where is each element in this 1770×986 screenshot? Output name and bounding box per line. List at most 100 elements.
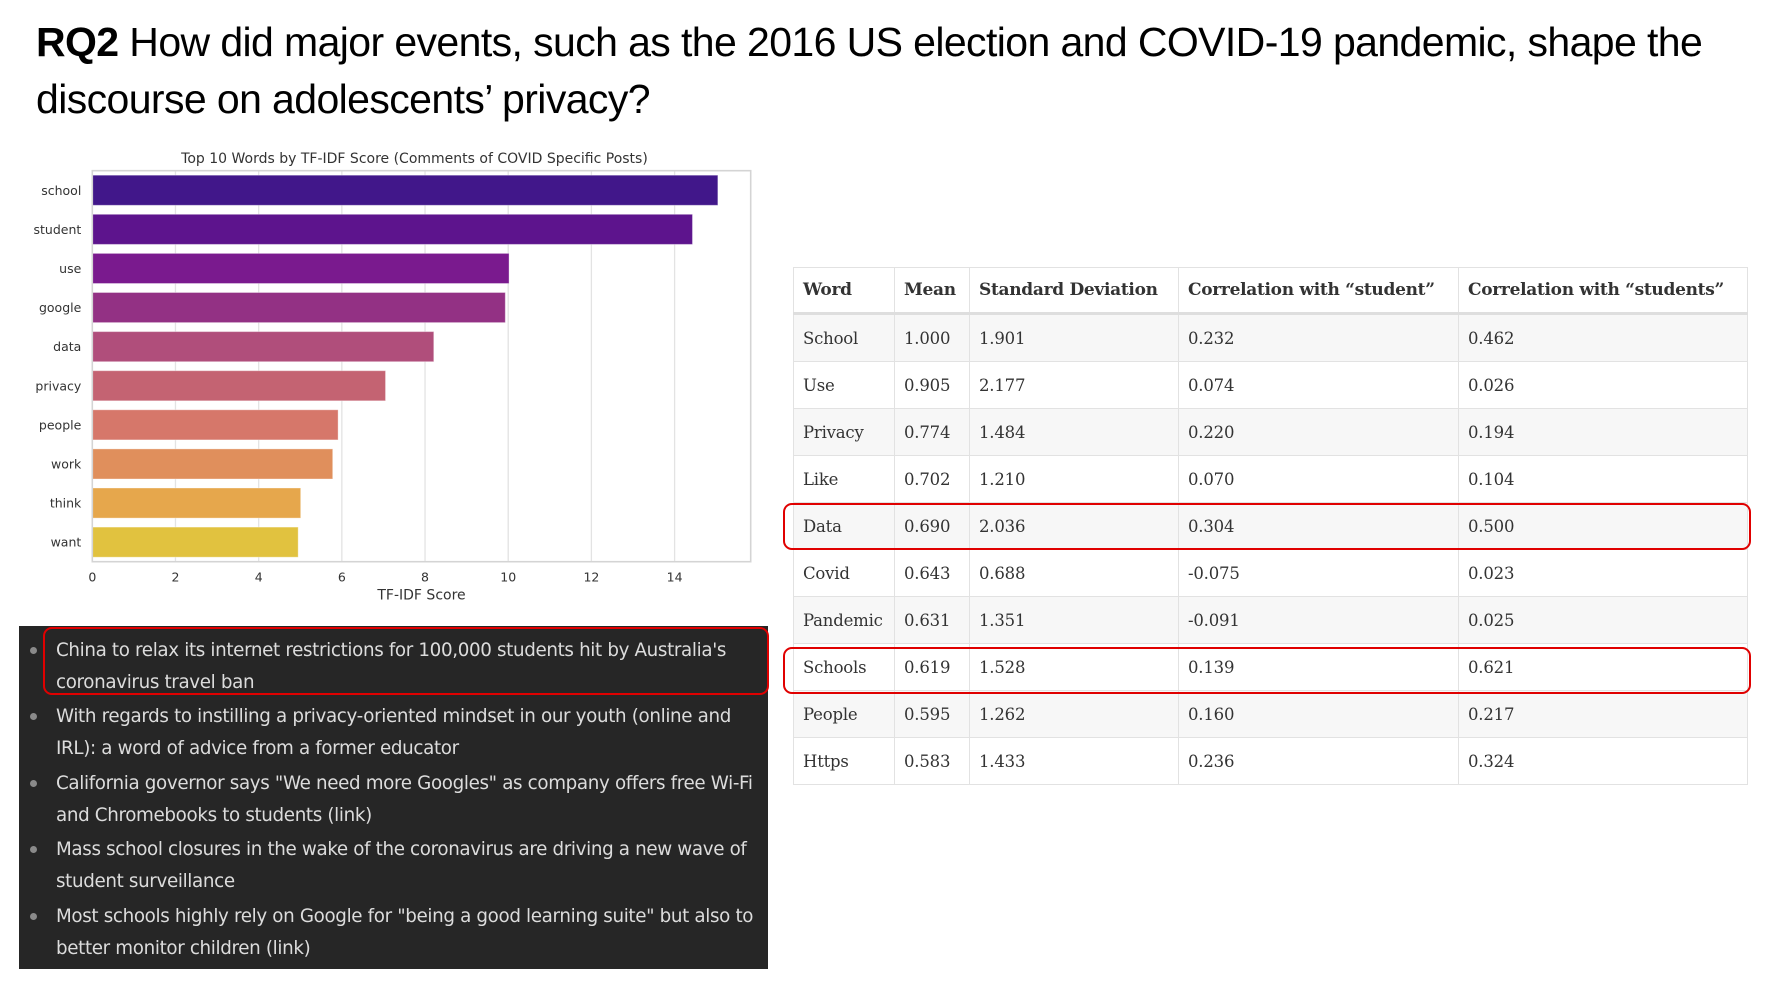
research-question-text: How did major events, such as the 2016 U…: [36, 19, 1703, 122]
y-tick-label: want: [51, 535, 82, 550]
cell-word: School: [793, 313, 895, 362]
cell-standard-deviation: 1.351: [969, 596, 1179, 644]
post-titles-panel: China to relax its internet restrictions…: [19, 626, 768, 969]
x-tick-label: 12: [583, 570, 599, 585]
bar-google: [91, 291, 506, 324]
cell-mean: 0.702: [894, 455, 970, 503]
header-standard-deviation: Standard Deviation: [969, 267, 1179, 315]
cell-standard-deviation: 1.262: [969, 690, 1179, 738]
post-list-item: China to relax its internet restrictions…: [19, 635, 768, 698]
cell-standard-deviation: 1.210: [969, 455, 1179, 503]
cell-mean: 0.583: [894, 737, 970, 785]
cell-correlation-students: 0.104: [1458, 455, 1748, 503]
cell-standard-deviation: 1.484: [969, 408, 1179, 456]
y-tick-label: student: [34, 222, 82, 237]
table-row: Like 0.702 1.210 0.070 0.104: [793, 455, 1748, 503]
cell-word: Like: [793, 455, 895, 503]
post-list-item: California governor says "We need more G…: [19, 768, 768, 831]
y-tick-label: think: [50, 496, 82, 511]
bullet-icon: [30, 779, 37, 787]
cell-correlation-students: 0.500: [1458, 502, 1748, 550]
cell-correlation-student: 0.139: [1178, 643, 1459, 691]
header-word: Word: [793, 267, 895, 315]
cell-standard-deviation: 2.177: [969, 361, 1179, 409]
x-axis-label: TF-IDF Score: [376, 588, 465, 604]
y-tick-label: google: [39, 300, 82, 315]
research-question-label: RQ2: [36, 19, 119, 65]
cell-word: Schools: [793, 643, 895, 691]
cell-word: Use: [793, 361, 895, 409]
cell-mean: 0.905: [894, 361, 970, 409]
cell-word: Data: [793, 502, 895, 550]
x-tick-label: 10: [500, 570, 516, 585]
header-correlation-student: Correlation with “student”: [1178, 267, 1459, 315]
cell-word: Pandemic: [793, 596, 895, 644]
cell-correlation-student: 0.236: [1178, 737, 1459, 785]
cell-correlation-student: 0.304: [1178, 502, 1459, 550]
bar-privacy: [91, 370, 387, 402]
y-tick-labels: school student use google data privacy people w…: [34, 183, 83, 550]
x-tick-label: 14: [667, 570, 683, 585]
bullet-icon: [30, 912, 37, 920]
bar-student: [91, 213, 693, 245]
bullet-icon: [30, 647, 37, 654]
bars: [91, 174, 719, 558]
cell-mean: 0.774: [894, 408, 970, 456]
cell-standard-deviation: 1.528: [969, 643, 1179, 691]
post-title: China to relax its internet restrictions…: [56, 640, 727, 693]
cell-standard-deviation: 2.036: [969, 502, 1179, 550]
cell-word: Privacy: [793, 408, 895, 456]
bar-think: [91, 487, 302, 519]
cell-word: Https: [793, 737, 895, 785]
bar-use: [91, 252, 510, 285]
cell-correlation-students: 0.621: [1458, 643, 1748, 691]
cell-correlation-student: -0.075: [1178, 549, 1459, 597]
cell-mean: 0.643: [894, 549, 970, 597]
x-tick-label: 2: [172, 570, 180, 585]
cell-mean: 0.631: [894, 596, 970, 644]
table-row: Schools 0.619 1.528 0.139 0.621: [793, 643, 1748, 691]
y-tick-label: data: [53, 339, 81, 354]
chart-title: Top 10 Words by TF-IDF Score (Comments o…: [180, 151, 648, 167]
post-list: China to relax its internet restrictions…: [19, 635, 768, 964]
post-title: Mass school closures in the wake of the …: [56, 839, 747, 893]
post-title: With regards to instilling a privacy-ori…: [56, 706, 731, 760]
cell-mean: 0.595: [894, 690, 970, 738]
table-row: Covid 0.643 0.688 -0.075 0.023: [793, 549, 1748, 597]
cell-correlation-student: 0.220: [1178, 408, 1459, 456]
cell-correlation-student: 0.070: [1178, 455, 1459, 503]
cell-correlation-students: 0.217: [1458, 690, 1748, 738]
x-tick-label: 4: [255, 570, 263, 585]
y-tick-label: people: [39, 417, 82, 432]
cell-correlation-students: 0.023: [1458, 549, 1748, 597]
cell-correlation-student: -0.091: [1178, 596, 1459, 644]
cell-correlation-students: 0.194: [1458, 408, 1748, 456]
post-title: Most schools highly rely on Google for "…: [56, 905, 754, 959]
bar-school: [91, 174, 719, 206]
cell-correlation-students: 0.324: [1458, 737, 1748, 785]
bar-people: [91, 409, 339, 441]
table-row: Https 0.583 1.433 0.236 0.324: [793, 737, 1748, 785]
y-tick-label: privacy: [35, 378, 81, 393]
table-row: People 0.595 1.262 0.160 0.217: [793, 690, 1748, 738]
table-row: Use 0.905 2.177 0.074 0.026: [793, 361, 1748, 409]
cell-correlation-student: 0.232: [1178, 313, 1459, 362]
cell-standard-deviation: 1.901: [969, 313, 1179, 362]
plot-frame: [91, 169, 752, 563]
tfidf-bar-chart: Top 10 Words by TF-IDF Score (Comments o…: [0, 140, 780, 620]
cell-correlation-student: 0.160: [1178, 690, 1459, 738]
post-list-item: Most schools highly rely on Google for "…: [19, 901, 768, 964]
header-correlation-students: Correlation with “students”: [1458, 267, 1748, 315]
x-tick-labels: 0 2 4 6 8 10 12 14: [88, 570, 682, 585]
bar-want: [91, 526, 299, 558]
table-body: School 1.000 1.901 0.232 0.462 Use 0.905 2.177 0…: [793, 313, 1748, 785]
cell-word: Covid: [793, 549, 895, 597]
cell-word: People: [793, 690, 895, 738]
slide-title: RQ2 How did major events, such as the 20…: [36, 14, 1756, 128]
x-tick-label: 8: [421, 570, 429, 585]
y-tick-label: work: [51, 456, 82, 471]
bullet-icon: [30, 846, 37, 854]
table-header-row: Word Mean Standard Deviation Correlation…: [793, 267, 1748, 315]
cell-standard-deviation: 1.433: [969, 737, 1179, 785]
header-mean: Mean: [894, 267, 970, 315]
